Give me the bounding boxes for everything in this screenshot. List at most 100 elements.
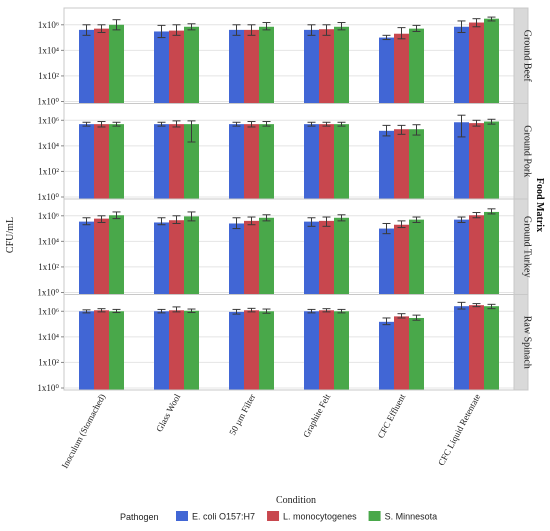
- y-tick-label: 1x10²: [38, 262, 59, 272]
- x-tick-label: CFC Effluent: [376, 392, 408, 440]
- bar: [229, 124, 244, 199]
- bar: [334, 26, 349, 103]
- bar: [109, 24, 124, 104]
- y-tick-label: 1x10⁶: [38, 115, 59, 125]
- y-tick-label: 1x10⁴: [38, 45, 59, 55]
- bar: [304, 29, 319, 104]
- bar: [319, 124, 334, 199]
- y-tick-label: 1x10²: [38, 71, 59, 81]
- legend-swatch: [267, 511, 280, 521]
- legend-entry: L. monocytogenes: [283, 512, 357, 522]
- bar: [469, 215, 484, 294]
- bar: [454, 122, 469, 199]
- bar: [484, 121, 499, 199]
- bar: [379, 321, 394, 390]
- x-tick-label: 50 µm Filter: [227, 392, 257, 437]
- facet-panel: 1x10⁰ 1x10² 1x10⁴ 1x10⁶ Ground Beef: [37, 7, 533, 107]
- bar: [379, 37, 394, 104]
- legend-swatch: [176, 511, 188, 521]
- bar: [484, 306, 499, 390]
- legend-entry: S. Minnesota: [385, 512, 438, 522]
- y-tick-label: 1x10⁶: [38, 211, 59, 221]
- bar: [319, 310, 334, 390]
- bar: [334, 311, 349, 390]
- bar: [109, 124, 124, 199]
- facet-panel: 1x10⁰ 1x10² 1x10⁴ 1x10⁶ Ground Pork: [37, 103, 533, 202]
- x-tick-label: Glass Wool: [154, 392, 182, 434]
- bar: [244, 124, 259, 199]
- bar: [94, 124, 109, 199]
- bar: [334, 217, 349, 294]
- y-tick-label: 1x10⁰: [37, 97, 59, 107]
- facet-label: Ground Beef: [522, 30, 533, 83]
- bar: [259, 124, 274, 199]
- x-tick-label: CFC Liquid Retentate: [436, 392, 482, 467]
- y-tick-label: 1x10⁰: [37, 192, 59, 202]
- y-tick-label: 1x10⁶: [38, 306, 59, 316]
- bar: [304, 221, 319, 294]
- bar: [394, 33, 409, 103]
- bar: [169, 310, 184, 390]
- facet-strip-title: Food Matrix: [534, 178, 545, 232]
- bar: [79, 29, 94, 104]
- bar: [169, 124, 184, 199]
- bar: [154, 31, 169, 103]
- bar: [184, 310, 199, 390]
- bar: [409, 219, 424, 294]
- bar: [79, 124, 94, 199]
- panel-frame: [63, 7, 515, 104]
- bar: [379, 130, 394, 199]
- bar: [229, 223, 244, 294]
- bar: [109, 215, 124, 294]
- facet-label: Raw Spinach: [522, 316, 533, 369]
- y-tick-label: 1x10⁰: [37, 288, 59, 298]
- bar: [169, 220, 184, 294]
- bar: [394, 129, 409, 199]
- bar: [469, 305, 484, 390]
- bar: [184, 216, 199, 294]
- y-tick-label: 1x10⁴: [38, 236, 59, 246]
- bar: [154, 311, 169, 390]
- bar: [454, 26, 469, 103]
- legend-entry: E. coli O157:H7: [192, 512, 255, 522]
- facet-strip: [513, 294, 529, 391]
- bar: [154, 124, 169, 199]
- bar: [484, 18, 499, 103]
- bar: [229, 29, 244, 104]
- bar: [259, 311, 274, 390]
- bar: [379, 228, 394, 294]
- panel-frame: [63, 294, 515, 391]
- bar: [409, 28, 424, 103]
- panel-frame: [63, 103, 515, 200]
- bar: [334, 124, 349, 199]
- y-tick-label: 1x10⁰: [37, 383, 59, 393]
- bar: [409, 317, 424, 390]
- facet-label: Ground Pork: [522, 125, 533, 177]
- bar: [94, 218, 109, 294]
- bar: [469, 123, 484, 199]
- y-tick-label: 1x10²: [38, 166, 59, 176]
- y-tick-label: 1x10⁶: [38, 20, 59, 30]
- x-tick-labels: Inoculum (Stomached) Glass Wool 50 µm Filt…: [60, 392, 483, 470]
- bar: [79, 311, 94, 390]
- panel-frame: [63, 198, 515, 295]
- bar: [259, 217, 274, 294]
- x-axis-title: Condition: [276, 495, 316, 506]
- y-tick-label: 1x10⁴: [38, 332, 59, 342]
- bar: [244, 220, 259, 294]
- y-axis-title: CFU/mL: [5, 217, 16, 253]
- bar: [484, 211, 499, 294]
- bar: [169, 30, 184, 104]
- bar: [394, 316, 409, 390]
- bar: [409, 129, 424, 199]
- bar: [244, 29, 259, 104]
- bar: [94, 28, 109, 103]
- bar: [79, 221, 94, 294]
- bar: [94, 310, 109, 390]
- legend-swatch: [368, 511, 381, 521]
- bar: [469, 22, 484, 103]
- bar: [394, 224, 409, 294]
- bar: [184, 26, 199, 103]
